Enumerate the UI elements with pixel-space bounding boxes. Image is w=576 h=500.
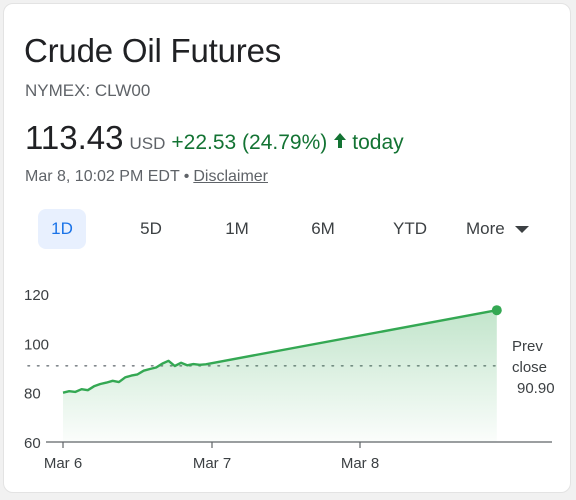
- range-selector: 1D 5D 1M 6M YTD More: [4, 209, 570, 249]
- area-fill: [63, 310, 497, 442]
- price-line: [62, 309, 498, 394]
- x-tick-label: Mar 8: [341, 455, 379, 472]
- prev-close-value: 90.90: [517, 380, 555, 397]
- price-row: 113.43 USD +22.53 (24.79%) today: [25, 121, 404, 155]
- ticker-symbol: NYMEX: CLW00: [25, 81, 151, 100]
- more-label: More: [466, 219, 505, 238]
- range-tab-ytd[interactable]: YTD: [393, 219, 427, 238]
- plot-area: [62, 305, 502, 442]
- disclaimer-link[interactable]: Disclaimer: [193, 168, 268, 185]
- range-tab-6m[interactable]: 6M: [311, 219, 335, 238]
- currency-label: USD: [129, 134, 166, 153]
- y-tick-label: 60: [24, 435, 41, 452]
- range-tab-1d[interactable]: 1D: [38, 209, 86, 249]
- more-dropdown[interactable]: More: [466, 209, 546, 249]
- timestamp-line: Mar 8, 10:02 PM EDT • Disclaimer: [25, 168, 268, 186]
- current-price: 113.43: [25, 119, 124, 156]
- change-period: today: [352, 131, 404, 154]
- separator-dot: •: [183, 168, 190, 185]
- prev-close-label-line1: Prev: [512, 338, 543, 355]
- arrow-up-icon: [334, 133, 347, 148]
- price-change: +22.53 (24.79%) today: [171, 131, 403, 155]
- timestamp: Mar 8, 10:02 PM EDT: [25, 168, 180, 185]
- x-tick-label: Mar 6: [44, 455, 82, 472]
- caret-down-icon: [514, 225, 529, 233]
- y-axis: 60 80 100 120: [24, 287, 49, 452]
- x-tick-label: Mar 7: [193, 455, 231, 472]
- range-tab-5d[interactable]: 5D: [140, 219, 162, 238]
- y-tick-label: 100: [24, 336, 49, 353]
- price-chart: 60 80 100 120 Mar 6 Mar 7 Mar 8 Prev close 90.9…: [24, 287, 555, 472]
- price-change-value: +22.53 (24.79%): [171, 131, 328, 154]
- quote-card: Crude Oil Futures NYMEX: CLW00 113.43 US…: [3, 3, 571, 493]
- y-tick-label: 120: [24, 287, 49, 304]
- x-axis: Mar 6 Mar 7 Mar 8: [44, 441, 552, 472]
- prev-close-marker: Prev close 90.90: [27, 338, 555, 397]
- last-price-dot: [491, 305, 502, 316]
- prev-close-label-line2: close: [512, 359, 547, 376]
- range-tab-1m[interactable]: 1M: [225, 219, 249, 238]
- y-tick-label: 80: [24, 386, 41, 403]
- page-title: Crude Oil Futures: [24, 32, 282, 69]
